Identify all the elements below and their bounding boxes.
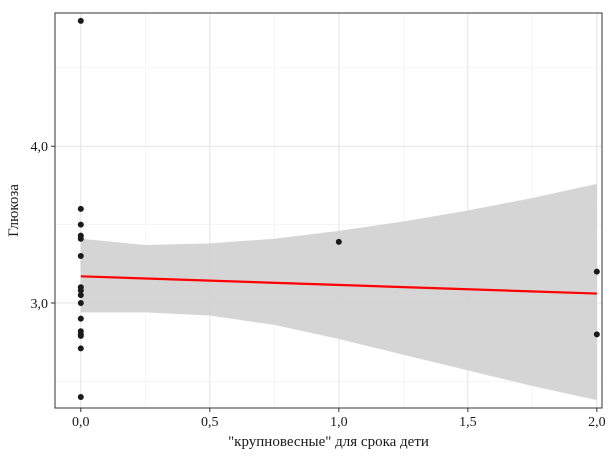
- x-tick-label: 2,0: [588, 415, 606, 430]
- data-points: [77, 17, 600, 401]
- data-point: [77, 235, 84, 242]
- data-point: [593, 331, 600, 338]
- data-point: [77, 345, 84, 352]
- y-axis-ticks: 3,0 4,0: [31, 140, 55, 312]
- data-point: [593, 268, 600, 275]
- plot-panel-border: [54, 12, 603, 409]
- data-point: [77, 394, 84, 401]
- trend-line: [80, 275, 597, 295]
- y-axis-label: Глюкоза: [6, 184, 22, 237]
- x-tick-label: 0,5: [201, 415, 219, 430]
- x-tick-label: 1,5: [459, 415, 477, 430]
- x-axis-label: "крупновесные" для срока дети: [228, 434, 429, 450]
- x-tick-label: 1,0: [330, 415, 348, 430]
- x-tick-label: 0,0: [72, 415, 90, 430]
- data-point: [77, 221, 84, 228]
- data-point: [77, 252, 84, 259]
- y-tick-label: 3,0: [31, 297, 49, 312]
- data-point: [77, 299, 84, 306]
- data-point: [77, 292, 84, 299]
- x-axis-ticks: 0,0 0,5 1,0 1,5 2,0: [72, 408, 606, 430]
- data-point: [335, 238, 342, 245]
- data-point: [77, 315, 84, 322]
- data-point: [77, 17, 84, 24]
- data-point: [77, 287, 84, 294]
- confidence-band: [80, 183, 597, 401]
- data-point: [77, 332, 84, 339]
- data-point: [77, 205, 84, 212]
- y-tick-label: 4,0: [31, 140, 49, 155]
